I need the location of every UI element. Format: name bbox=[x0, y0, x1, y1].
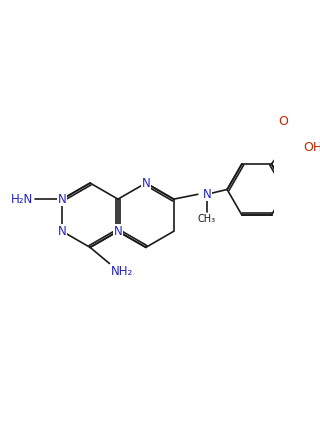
Text: N: N bbox=[58, 225, 67, 238]
Text: N: N bbox=[58, 192, 67, 206]
Text: N: N bbox=[114, 225, 122, 238]
Text: O: O bbox=[278, 115, 288, 128]
Text: H₂N: H₂N bbox=[11, 192, 33, 206]
Text: CH₃: CH₃ bbox=[198, 214, 216, 224]
Text: OH: OH bbox=[304, 141, 320, 154]
Text: N: N bbox=[141, 176, 150, 190]
Text: NH₂: NH₂ bbox=[111, 265, 133, 278]
Text: N: N bbox=[203, 188, 211, 201]
